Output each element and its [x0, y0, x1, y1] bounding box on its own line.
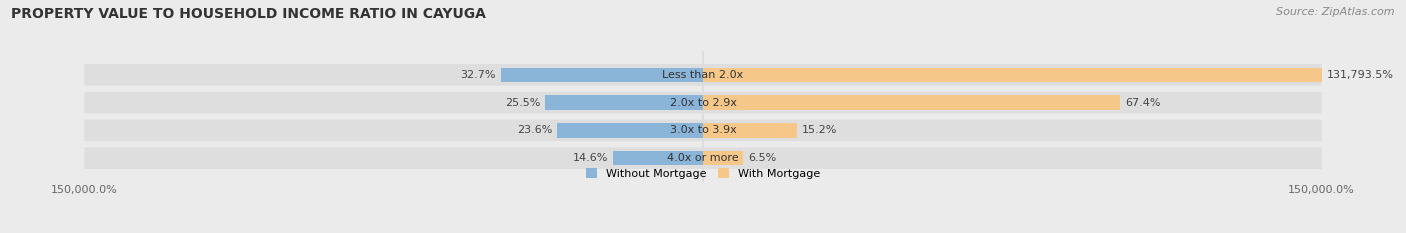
FancyBboxPatch shape	[84, 92, 1322, 113]
Text: 32.7%: 32.7%	[460, 70, 496, 80]
Text: 15.2%: 15.2%	[801, 125, 838, 135]
Bar	[557, 123, 703, 138]
Bar	[613, 151, 703, 165]
Bar	[703, 123, 797, 138]
Text: Source: ZipAtlas.com: Source: ZipAtlas.com	[1277, 7, 1395, 17]
FancyBboxPatch shape	[84, 147, 1322, 169]
Text: 2.0x to 2.9x: 2.0x to 2.9x	[669, 98, 737, 108]
Bar	[703, 151, 744, 165]
Bar	[501, 68, 703, 82]
Text: 14.6%: 14.6%	[572, 153, 607, 163]
Text: 3.0x to 3.9x: 3.0x to 3.9x	[669, 125, 737, 135]
Bar	[703, 68, 1322, 82]
FancyBboxPatch shape	[84, 120, 1322, 141]
Text: 23.6%: 23.6%	[516, 125, 553, 135]
Legend: Without Mortgage, With Mortgage: Without Mortgage, With Mortgage	[586, 168, 820, 179]
Bar	[703, 95, 1121, 110]
Text: 67.4%: 67.4%	[1125, 98, 1160, 108]
Bar	[546, 95, 703, 110]
FancyBboxPatch shape	[84, 64, 1322, 86]
Text: Less than 2.0x: Less than 2.0x	[662, 70, 744, 80]
Text: PROPERTY VALUE TO HOUSEHOLD INCOME RATIO IN CAYUGA: PROPERTY VALUE TO HOUSEHOLD INCOME RATIO…	[11, 7, 486, 21]
Text: 6.5%: 6.5%	[748, 153, 776, 163]
Text: 4.0x or more: 4.0x or more	[668, 153, 738, 163]
Text: 25.5%: 25.5%	[505, 98, 540, 108]
Text: 131,793.5%: 131,793.5%	[1327, 70, 1393, 80]
